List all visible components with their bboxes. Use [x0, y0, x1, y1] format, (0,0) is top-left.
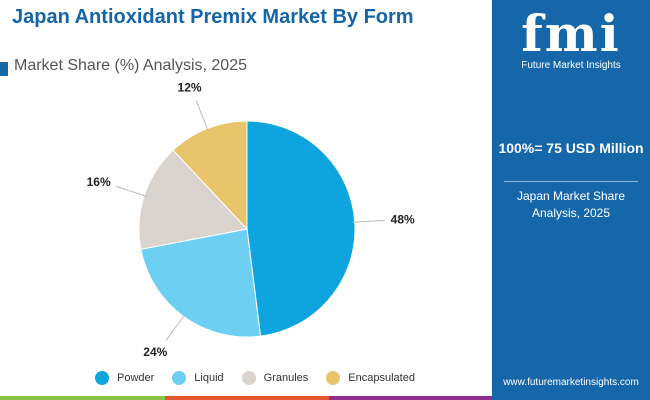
legend-swatch — [241, 371, 256, 385]
subtitle-marker — [0, 62, 8, 76]
leader-line — [352, 219, 385, 223]
pie-chart: 48% 24% 16% 12% — [87, 81, 415, 359]
leader-line — [115, 185, 147, 197]
legend-label: Granules — [263, 372, 309, 384]
fmi-logo: fmi Future Market Insights — [492, 4, 650, 72]
bottom-bar-green — [0, 396, 165, 400]
legend-swatch — [95, 371, 109, 385]
legend-label: Powder — [117, 372, 155, 384]
logo-caption: Future Market Insights — [521, 60, 621, 71]
data-label: 12% — [178, 81, 202, 95]
bottom-bar-orange — [165, 396, 329, 400]
data-label: 24% — [143, 345, 167, 359]
website-link[interactable]: www.futuremarketinsights.com — [503, 377, 639, 388]
legend: Powder Liquid Granules Encapsulated — [95, 371, 415, 385]
legend-swatch — [326, 371, 341, 385]
data-label: 48% — [391, 212, 415, 226]
bottom-bar-purple — [329, 396, 492, 400]
leader-line — [195, 100, 209, 131]
chart-title: Japan Antioxidant Premix Market By Form — [12, 6, 414, 28]
legend-item: Powder — [95, 371, 154, 385]
data-label: 16% — [87, 175, 111, 189]
logo-mark: fmi — [521, 4, 621, 63]
legend-item: Encapsulated — [326, 371, 415, 385]
chart-subtitle: Market Share (%) Analysis, 2025 — [14, 57, 247, 74]
legend-swatch — [172, 371, 187, 385]
info-panel: fmi Future Market Insights 100%= 75 USD … — [492, 0, 650, 400]
divider — [504, 181, 638, 182]
pie-slice-powder — [246, 120, 356, 337]
legend-label: Encapsulated — [348, 372, 415, 384]
leader-line — [165, 314, 186, 341]
market-total: 100%= 75 USD Million — [498, 140, 644, 156]
share-label: Japan Market Share Analysis, 2025 — [516, 189, 626, 220]
legend-item: Liquid — [172, 371, 224, 385]
legend-label: Liquid — [194, 372, 224, 384]
legend-item: Granules — [241, 371, 309, 385]
